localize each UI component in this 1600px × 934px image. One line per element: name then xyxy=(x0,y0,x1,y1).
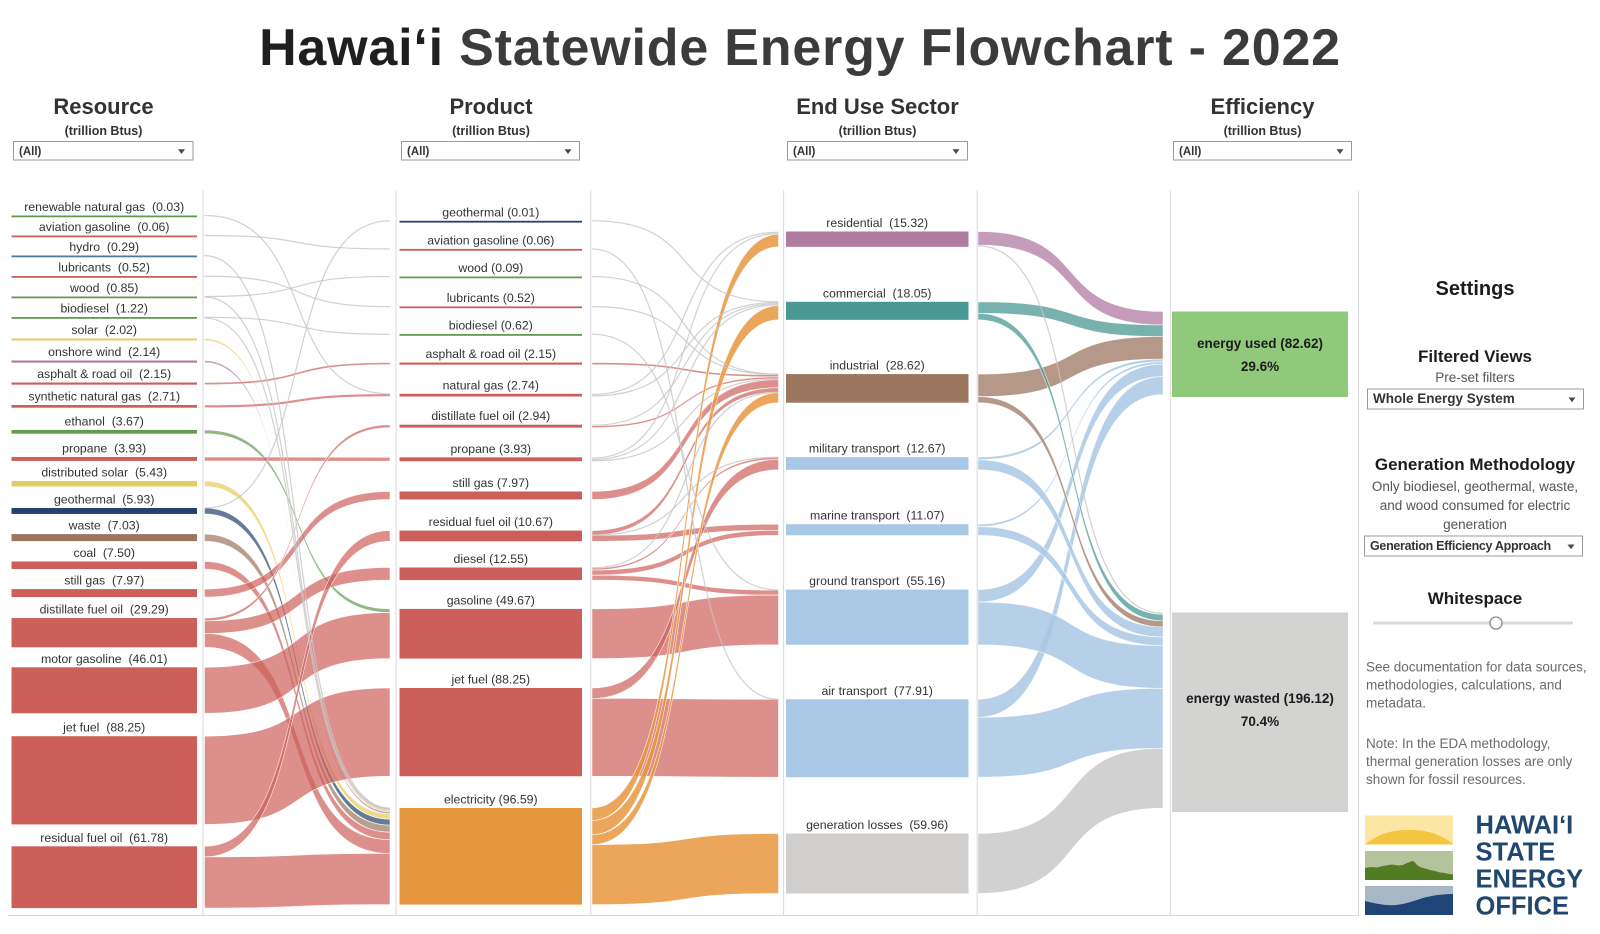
svg-text:(trillion Btus): (trillion Btus) xyxy=(452,124,530,138)
svg-text:Whitespace: Whitespace xyxy=(1428,589,1522,608)
svg-text:residential (15.32): residential (15.32) xyxy=(826,216,928,230)
svg-text:marine transport (11.07): marine transport (11.07) xyxy=(810,509,944,523)
svg-text:geothermal (5.93): geothermal (5.93) xyxy=(54,493,154,507)
svg-text:residual fuel oil (10.67): residual fuel oil (10.67) xyxy=(429,515,553,529)
svg-text:lubricants (0.52): lubricants (0.52) xyxy=(447,291,535,305)
svg-text:HAWAIʻI: HAWAIʻI xyxy=(1476,812,1574,840)
svg-text:Efficiency: Efficiency xyxy=(1211,94,1316,119)
svg-text:wood (0.85): wood (0.85) xyxy=(69,281,138,295)
svg-text:military transport (12.67): military transport (12.67) xyxy=(809,442,946,456)
svg-text:solar (2.02): solar (2.02) xyxy=(71,323,137,337)
svg-text:Pre-set filters: Pre-set filters xyxy=(1435,370,1515,385)
svg-text:(All): (All) xyxy=(407,146,430,158)
svg-text:distillate fuel oil (2.94): distillate fuel oil (2.94) xyxy=(431,409,550,423)
svg-text:asphalt & road oil (2.15): asphalt & road oil (2.15) xyxy=(37,367,171,381)
svg-text:asphalt & road oil (2.15): asphalt & road oil (2.15) xyxy=(426,347,557,361)
svg-text:OFFICE: OFFICE xyxy=(1476,893,1570,921)
svg-text:energy used (82.62): energy used (82.62) xyxy=(1197,336,1323,351)
svg-text:(All): (All) xyxy=(1179,146,1202,158)
svg-text:gasoline (49.67): gasoline (49.67) xyxy=(447,593,535,607)
svg-text:commercial (18.05): commercial (18.05) xyxy=(823,286,932,300)
svg-text:(All): (All) xyxy=(19,146,42,158)
svg-text:lubricants (0.52): lubricants (0.52) xyxy=(58,261,150,275)
svg-text:geothermal (0.01): geothermal (0.01) xyxy=(442,205,539,219)
svg-text:hydro (0.29): hydro (0.29) xyxy=(69,240,139,254)
svg-text:Only biodiesel, geothermal, wa: Only biodiesel, geothermal, waste, xyxy=(1372,479,1578,494)
svg-text:residual fuel oil (61.78): residual fuel oil (61.78) xyxy=(40,831,168,845)
svg-text:Product: Product xyxy=(449,94,533,119)
svg-text:diesel (12.55): diesel (12.55) xyxy=(454,552,529,566)
svg-text:metadata.: metadata. xyxy=(1366,696,1426,711)
svg-text:synthetic natural gas (2.71): synthetic natural gas (2.71) xyxy=(28,390,180,404)
svg-text:(trillion Btus): (trillion Btus) xyxy=(65,124,143,138)
svg-text:distillate fuel oil (29.29): distillate fuel oil (29.29) xyxy=(40,603,169,617)
svg-text:methodologies, calculations, a: methodologies, calculations, and xyxy=(1366,678,1562,693)
svg-text:electricity (96.59): electricity (96.59) xyxy=(444,793,538,807)
svg-text:See documentation for data sou: See documentation for data sources, xyxy=(1366,660,1587,675)
svg-text:(All): (All) xyxy=(793,146,816,158)
svg-text:biodiesel (1.22): biodiesel (1.22) xyxy=(60,302,148,316)
svg-text:thermal generation losses are: thermal generation losses are only xyxy=(1366,754,1573,769)
svg-text:jet fuel (88.25): jet fuel (88.25) xyxy=(450,673,530,687)
svg-text:Filtered Views: Filtered Views xyxy=(1418,347,1532,366)
svg-text:Generation Efficiency Approach: Generation Efficiency Approach xyxy=(1370,539,1551,553)
svg-text:motor gasoline (46.01): motor gasoline (46.01) xyxy=(41,652,167,666)
svg-text:industrial (28.62): industrial (28.62) xyxy=(830,359,925,373)
svg-text:propane (3.93): propane (3.93) xyxy=(450,442,531,456)
svg-text:energy wasted (196.12): energy wasted (196.12) xyxy=(1186,691,1334,706)
svg-text:Settings: Settings xyxy=(1436,278,1515,300)
svg-text:Hawaiʻi Statewide Energy Flowc: Hawaiʻi Statewide Energy Flowchart - 202… xyxy=(259,19,1341,77)
svg-text:Note: In the EDA methodology,: Note: In the EDA methodology, xyxy=(1366,736,1550,751)
svg-text:still gas (7.97): still gas (7.97) xyxy=(64,574,144,588)
svg-text:Resource: Resource xyxy=(53,94,153,119)
svg-text:aviation gasoline (0.06): aviation gasoline (0.06) xyxy=(39,220,170,234)
svg-text:Generation Methodology: Generation Methodology xyxy=(1375,455,1576,474)
svg-text:generation losses (59.96): generation losses (59.96) xyxy=(806,818,948,832)
svg-text:air transport (77.91): air transport (77.91) xyxy=(821,684,932,698)
svg-text:29.6%: 29.6% xyxy=(1241,359,1279,374)
svg-text:(trillion Btus): (trillion Btus) xyxy=(839,124,917,138)
svg-text:ethanol (3.67): ethanol (3.67) xyxy=(65,415,144,429)
svg-text:generation: generation xyxy=(1443,517,1507,532)
svg-text:coal (7.50): coal (7.50) xyxy=(73,546,135,560)
svg-text:End Use Sector: End Use Sector xyxy=(796,94,959,119)
svg-text:ENERGY: ENERGY xyxy=(1476,866,1584,894)
svg-text:STATE: STATE xyxy=(1476,839,1556,867)
svg-text:ground transport (55.16): ground transport (55.16) xyxy=(809,574,945,588)
svg-text:renewable natural gas (0.03): renewable natural gas (0.03) xyxy=(24,200,184,214)
svg-text:and wood consumed for electric: and wood consumed for electric xyxy=(1380,498,1571,513)
svg-text:waste (7.03): waste (7.03) xyxy=(68,519,140,533)
svg-text:shown for fossil resources.: shown for fossil resources. xyxy=(1366,772,1526,787)
svg-text:Whole Energy System: Whole Energy System xyxy=(1373,391,1515,406)
svg-text:natural gas (2.74): natural gas (2.74) xyxy=(443,378,539,392)
svg-text:propane (3.93): propane (3.93) xyxy=(62,442,146,456)
svg-text:biodiesel (0.62): biodiesel (0.62) xyxy=(449,319,533,333)
svg-text:wood (0.09): wood (0.09) xyxy=(457,261,523,275)
svg-text:70.4%: 70.4% xyxy=(1241,714,1279,729)
svg-text:jet fuel (88.25): jet fuel (88.25) xyxy=(62,721,145,735)
svg-text:still gas (7.97): still gas (7.97) xyxy=(453,476,530,490)
svg-text:(trillion Btus): (trillion Btus) xyxy=(1224,124,1302,138)
svg-text:distributed solar (5.43): distributed solar (5.43) xyxy=(41,466,167,480)
svg-text:aviation gasoline (0.06): aviation gasoline (0.06) xyxy=(427,233,554,247)
svg-text:onshore wind (2.14): onshore wind (2.14) xyxy=(48,345,160,359)
